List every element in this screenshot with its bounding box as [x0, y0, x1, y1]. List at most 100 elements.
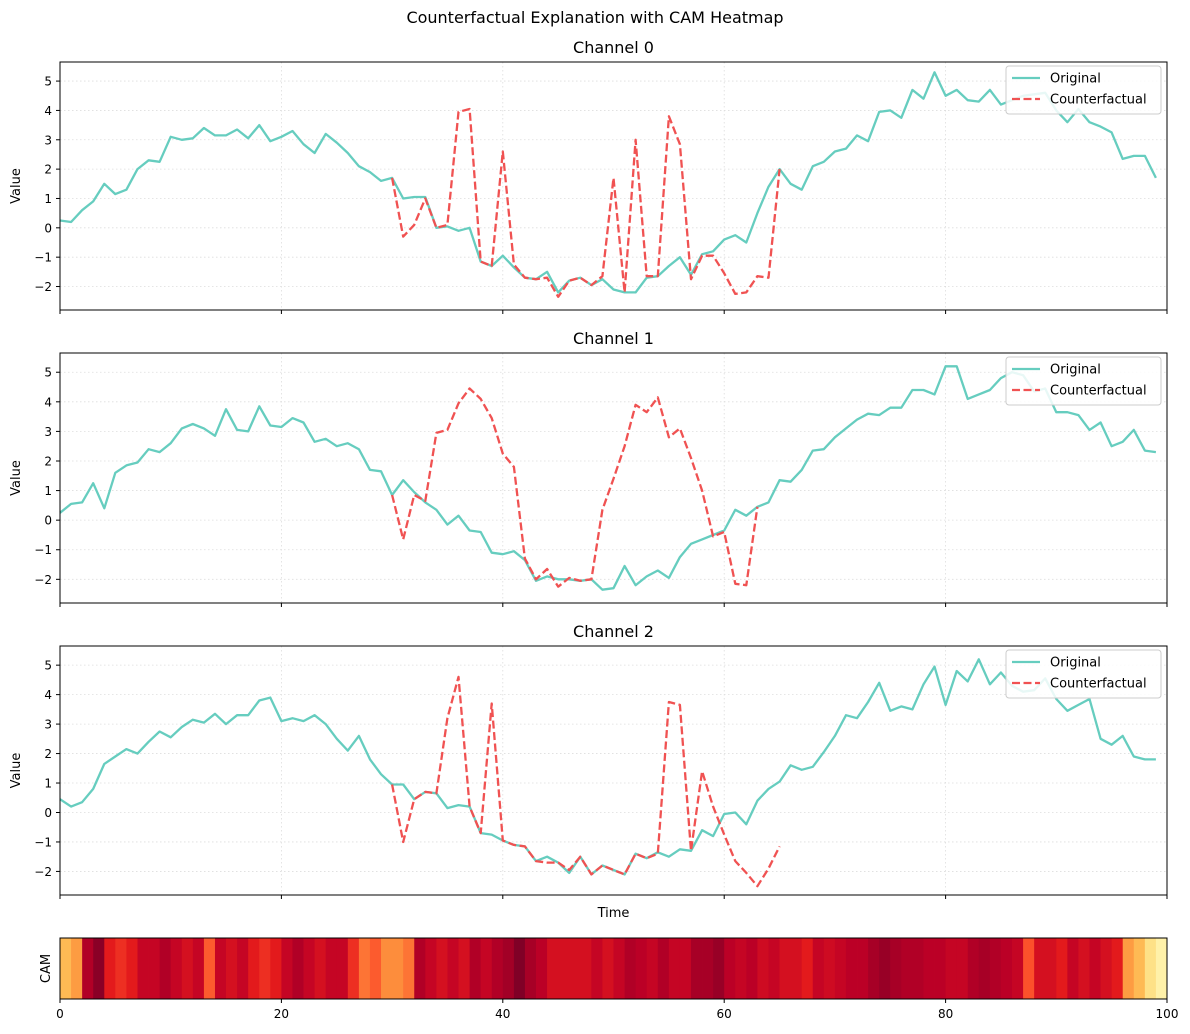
- cam-axis-label: CAM: [39, 954, 54, 983]
- cam-cell: [425, 938, 437, 999]
- y-tick-label: 1: [44, 484, 52, 498]
- y-tick-label: 4: [44, 688, 52, 702]
- channel-2-plot: −2 −1 0 1 2 3 4 5 Channel 2 Value Time Original Coun…: [9, 622, 1168, 921]
- y-tick-label: −2: [34, 573, 52, 587]
- cam-cell: [1045, 938, 1057, 999]
- cam-cell: [945, 938, 958, 999]
- cam-cell: [502, 938, 515, 999]
- counterfactual-series-line: [390, 107, 781, 298]
- x-tick-label: 80: [938, 1007, 953, 1021]
- cam-cell: [635, 938, 648, 999]
- y-tick-label: 1: [44, 777, 52, 791]
- cam-cell: [358, 938, 371, 999]
- cam-cell: [513, 938, 526, 999]
- axes-frame: [59, 645, 1168, 896]
- cam-cell: [115, 938, 127, 999]
- cam-cell: [668, 938, 681, 999]
- x-tick-label: 60: [717, 1007, 732, 1021]
- y-tick-label: 5: [44, 366, 52, 380]
- cam-cell: [845, 938, 858, 999]
- cam-cell: [226, 938, 238, 999]
- legend-label: Original: [1050, 72, 1101, 87]
- y-tick-label: 4: [44, 395, 52, 409]
- cam-cell: [1034, 938, 1046, 999]
- cam-cell: [347, 938, 360, 999]
- cam-cell: [1144, 938, 1157, 999]
- cam-cell: [967, 938, 980, 999]
- x-axis-label: Time: [597, 906, 630, 921]
- cam-cell: [1067, 938, 1079, 999]
- y-axis-label: Value: [9, 168, 24, 204]
- cam-cell: [281, 938, 293, 999]
- cam-heatmap: 0 20 40 60 80 100 CAM: [39, 937, 1178, 1021]
- cam-cell: [912, 938, 924, 999]
- original-series-line: [59, 71, 1157, 294]
- legend-label: Counterfactual: [1050, 384, 1147, 399]
- cam-cell: [879, 938, 891, 999]
- cam-cell: [259, 938, 271, 999]
- cam-cell: [558, 938, 570, 999]
- cam-cell: [381, 938, 393, 999]
- cam-cell: [702, 938, 714, 999]
- cam-cell: [834, 938, 847, 999]
- cam-cell: [392, 938, 404, 999]
- cam-cell: [170, 938, 183, 999]
- subplot-title: Channel 2: [573, 622, 654, 641]
- cam-cell: [790, 938, 803, 999]
- cam-cell: [469, 938, 482, 999]
- cam-cell: [214, 938, 227, 999]
- axes-frame: [59, 61, 1168, 311]
- cam-cell: [779, 938, 792, 999]
- cam-cell: [159, 938, 172, 999]
- y-tick-label: 0: [44, 806, 52, 820]
- cam-cell: [547, 938, 559, 999]
- y-tick-label: 2: [44, 163, 52, 177]
- legend-box: [1005, 649, 1162, 699]
- y-tick-label: 3: [44, 718, 52, 732]
- y-tick-label: 5: [44, 75, 52, 89]
- cam-cell: [248, 938, 260, 999]
- cam-cell: [203, 938, 216, 999]
- cam-cell: [336, 938, 349, 999]
- channel-0-plot: −2 −1 0 1 2 3 4 5 Channel 0 Value Original Counterf…: [9, 38, 1168, 314]
- heatmap-frame: [59, 937, 1168, 1000]
- cam-cell: [801, 938, 814, 999]
- cam-cell: [436, 938, 448, 999]
- cam-cell: [812, 938, 825, 999]
- y-tick-label: −2: [34, 865, 52, 879]
- cam-cell: [93, 938, 105, 999]
- cam-cell: [591, 938, 603, 999]
- cam-cell: [270, 938, 282, 999]
- cam-cell: [82, 938, 94, 999]
- cam-cell: [181, 938, 194, 999]
- cam-cell: [657, 938, 670, 999]
- cam-cell: [524, 938, 537, 999]
- cam-cell: [602, 938, 614, 999]
- cam-cell: [1100, 938, 1113, 999]
- counterfactual-series-line: [390, 387, 759, 588]
- cam-cell: [137, 938, 149, 999]
- cam-cell: [746, 938, 758, 999]
- channel-1-plot: −2 −1 0 1 2 3 4 5 Channel 1 Value Original Counterf…: [9, 329, 1168, 607]
- cam-cell: [458, 938, 470, 999]
- cam-cell: [1133, 938, 1146, 999]
- cam-cell: [690, 938, 703, 999]
- cam-cell: [890, 938, 902, 999]
- cam-cell: [1155, 938, 1168, 999]
- y-tick-label: 0: [44, 514, 52, 528]
- original-series-line: [59, 365, 1157, 591]
- cam-cell: [1023, 938, 1035, 999]
- cam-cell: [679, 938, 692, 999]
- legend-box: [1005, 65, 1162, 115]
- cam-cell: [1111, 938, 1124, 999]
- x-tick-label: 40: [495, 1007, 510, 1021]
- cam-cell: [724, 938, 736, 999]
- cam-cell: [580, 938, 592, 999]
- y-tick-label: −2: [34, 280, 52, 294]
- cam-cell: [624, 938, 637, 999]
- cam-cell: [126, 938, 138, 999]
- cam-cell: [491, 938, 504, 999]
- cam-cell: [71, 938, 83, 999]
- y-tick-label: −1: [34, 835, 52, 849]
